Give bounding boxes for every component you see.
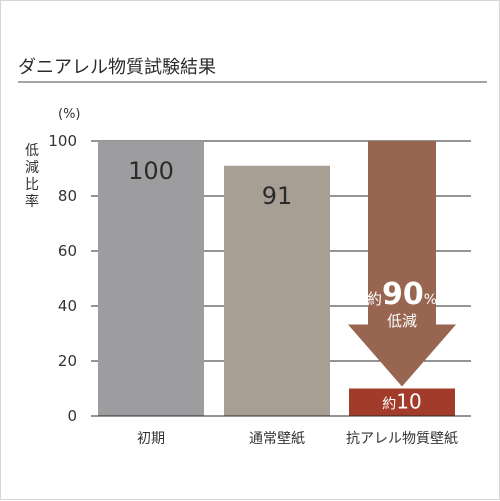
y-axis-label-char: 減 (25, 159, 39, 176)
y-tick-label: 100 (48, 132, 77, 150)
bar-3 (349, 388, 455, 416)
category-labels: 初期 通常壁紙 抗アレル物質壁紙 (137, 430, 458, 447)
y-tick-label: 20 (58, 352, 77, 370)
y-tick-label: 40 (58, 297, 77, 315)
y-unit-label: (%) (58, 107, 81, 122)
reduction-number: 90 (382, 277, 424, 312)
reduction-prefix: 約 (367, 290, 382, 308)
y-tick-labels: 0 20 40 60 80 100 (48, 132, 77, 425)
y-axis-label-char: 低 (25, 143, 39, 159)
bar-value-prefix: 約 (382, 397, 396, 413)
bar-value-label: 91 (262, 182, 293, 210)
bar-2 (224, 165, 330, 416)
reduction-arrow (348, 141, 456, 387)
reduction-suffix: % (424, 292, 437, 308)
category-label: 通常壁紙 (249, 431, 305, 447)
category-label: 抗アレル物質壁紙 (346, 431, 458, 447)
bar-value-label: 約10 (382, 390, 421, 414)
y-axis-label-char: 比 (25, 177, 39, 193)
bar-value-number: 10 (396, 390, 421, 414)
category-label: 初期 (137, 430, 165, 447)
y-tick-label: 60 (58, 242, 77, 260)
reduction-line2: 低減 (387, 312, 417, 330)
y-tick-label: 0 (67, 407, 77, 425)
y-tick-label: 80 (58, 187, 77, 205)
chart-title: ダニアレル物質試験結果 (18, 57, 216, 78)
bar-1 (98, 141, 204, 416)
y-axis-label-char: 率 (25, 193, 39, 210)
bar-value-label: 100 (128, 157, 174, 185)
reduction-annotation: 約90% (367, 277, 437, 312)
